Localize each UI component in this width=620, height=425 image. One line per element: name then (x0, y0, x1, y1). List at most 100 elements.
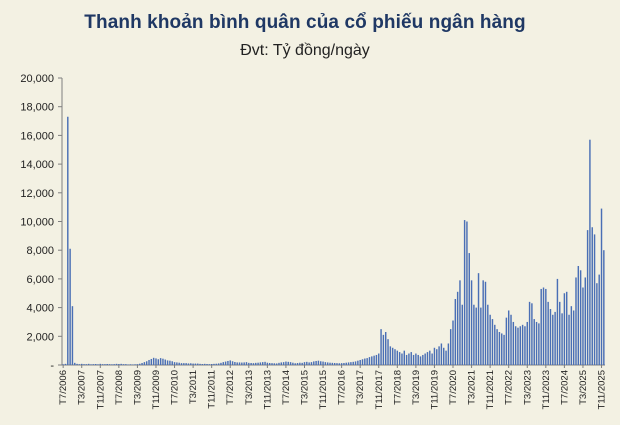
bar (387, 339, 389, 365)
bar (445, 350, 447, 365)
bar (380, 329, 382, 366)
x-tick-label: T11/2015 (318, 370, 329, 409)
bar (331, 362, 334, 365)
bar (78, 364, 81, 365)
bar (475, 307, 477, 365)
bar (248, 362, 250, 365)
bar (591, 227, 593, 365)
bar (71, 306, 74, 365)
bar (178, 362, 180, 365)
bar (496, 329, 498, 366)
bar (106, 364, 108, 365)
bar (359, 359, 361, 365)
bar (127, 364, 129, 365)
bar (575, 277, 577, 365)
y-tick-label: 20,000 (20, 73, 54, 85)
bar (561, 313, 563, 365)
x-tick-label: T11/2025 (597, 370, 608, 409)
bar (549, 309, 552, 365)
bar (461, 304, 464, 365)
bar (317, 360, 320, 365)
bar (229, 360, 231, 365)
bar (150, 358, 153, 365)
bar (231, 361, 234, 365)
bar (340, 363, 343, 365)
bar (401, 353, 403, 365)
bar (554, 311, 556, 365)
bar (375, 354, 378, 365)
bar (357, 360, 359, 365)
bar (250, 362, 252, 365)
bar (338, 363, 341, 365)
bar (157, 359, 160, 365)
bar (526, 321, 528, 365)
bar (438, 346, 440, 365)
bar (192, 363, 194, 365)
bar (111, 364, 113, 365)
bar (197, 363, 199, 365)
bar (268, 362, 271, 365)
bar (484, 281, 487, 365)
bar (556, 278, 559, 365)
bar (384, 332, 387, 365)
x-tick-label: T3/2021 (467, 370, 478, 405)
bar (533, 319, 535, 365)
bar (563, 293, 566, 365)
bar (408, 353, 410, 365)
bar (155, 358, 157, 365)
bar (454, 298, 457, 365)
x-tick-label: T3/2025 (578, 370, 589, 405)
x-tick-label: T3/2023 (522, 370, 533, 405)
bar (94, 364, 97, 365)
bar (345, 362, 347, 365)
bar (431, 353, 433, 365)
bar (415, 353, 417, 365)
bar (396, 350, 399, 365)
bar (366, 358, 368, 365)
bar (510, 314, 512, 365)
bar (449, 329, 452, 366)
bar (285, 361, 287, 365)
bar (596, 283, 598, 365)
bar (482, 280, 484, 365)
x-tick-label: T7/2024 (559, 370, 570, 405)
bar (176, 362, 178, 365)
bar (505, 317, 508, 365)
bar (180, 363, 183, 365)
bar (259, 362, 262, 365)
bar (201, 364, 204, 365)
bar (382, 334, 385, 365)
bar (306, 361, 308, 365)
y-tick-label: 12,000 (20, 188, 54, 200)
bar (329, 362, 331, 365)
bar (487, 304, 489, 365)
bar (535, 321, 538, 365)
bar (466, 221, 468, 365)
bar (213, 363, 215, 365)
chart-subtitle: Đvt: Tỷ đồng/ngày (240, 42, 370, 59)
bar (296, 362, 299, 365)
bar (570, 306, 573, 365)
bar (424, 353, 426, 365)
bar (473, 304, 475, 365)
bar (371, 356, 373, 365)
bar (220, 362, 222, 365)
bar (347, 362, 350, 365)
bar (139, 363, 141, 365)
bar (282, 362, 285, 365)
bar (459, 280, 461, 365)
bar (542, 287, 545, 365)
x-tick-label: T3/2013 (244, 370, 255, 405)
bar (238, 362, 241, 365)
bar (412, 354, 415, 365)
bar (69, 248, 71, 365)
bar (83, 364, 85, 365)
y-tick-label: 8,000 (26, 245, 54, 257)
bar (108, 364, 111, 365)
bar (266, 362, 269, 365)
bar (598, 274, 600, 365)
bar (224, 361, 227, 365)
bar (236, 362, 238, 365)
bar (452, 320, 454, 365)
bar (136, 364, 139, 365)
